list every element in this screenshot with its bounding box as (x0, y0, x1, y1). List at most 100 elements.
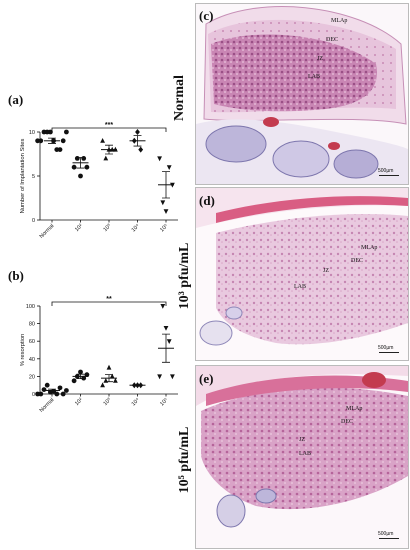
chart-b-point (41, 387, 47, 392)
chart-b-ytick-label: 0 (32, 392, 35, 398)
chart-a-point (163, 209, 169, 214)
chart-b-xtick-label: 10⁵ (159, 396, 170, 407)
chart-a-ytick-label: 5 (32, 174, 35, 180)
chart-b-ytick-label: 80 (29, 322, 35, 328)
label-dec: DEC (351, 258, 363, 264)
resorption-chart: 0 20 40 60 80 100 % resorption Normal 10² 10³ 10⁴ 1… (20, 296, 178, 414)
scale-label: 500µm (378, 345, 394, 351)
label-dec: DEC (326, 37, 338, 43)
side-label-normal: Normal (172, 75, 187, 121)
chart-b-xtick-label: 10² (74, 397, 84, 407)
chart-b-point (106, 364, 112, 370)
scale-bar (379, 352, 399, 353)
panel-a-letter: (a) (8, 92, 24, 107)
chart-a-point (38, 138, 44, 144)
chart-a-significance-label: *** (105, 122, 113, 129)
scale-bar (379, 175, 399, 176)
chart-a-point (166, 165, 172, 170)
chart-b-error-bar (105, 374, 113, 383)
scale-label: 500µm (378, 531, 394, 537)
chart-a-point (160, 200, 166, 206)
chart-b-significance-bracket (51, 301, 167, 306)
label-dec: DEC (341, 419, 353, 425)
chart-b-point (44, 382, 50, 388)
chart-a-point (60, 138, 66, 144)
chart-b-error-bar (162, 333, 170, 363)
chart-b-point (64, 388, 69, 393)
label-jz: JZ (299, 437, 305, 443)
chart-a-xtick-label: 10⁴ (130, 222, 141, 233)
chart-a-xtick-label: 10³ (103, 223, 113, 233)
chart-b-error-bar (76, 373, 85, 379)
chart-b-point (71, 378, 77, 384)
chart-a-point (138, 146, 144, 153)
label-jz: JZ (323, 268, 329, 274)
chart-b-ylabel: % resorption (20, 334, 26, 367)
chart-a-point (78, 173, 83, 179)
side-label-10e3: 10³ pfu/mL (177, 242, 192, 310)
chart-a-point (74, 156, 80, 161)
histology-normal-image (196, 6, 408, 184)
chart-b-error-bar (133, 384, 142, 387)
chart-b-xtick-label: Normal (39, 397, 56, 414)
chart-b-point (60, 391, 66, 397)
label-lab: LAB (299, 451, 311, 457)
chart-b-error-bar (48, 388, 56, 393)
scale-bar (379, 538, 399, 539)
chart-b-point (38, 391, 44, 397)
chart-a-ytick-label: 10 (29, 130, 35, 136)
label-lab: LAB (308, 74, 320, 80)
histology-10e5-image (196, 366, 408, 528)
label-mlap: MLAp (361, 245, 378, 251)
panel-e-letter: (e) (199, 371, 214, 386)
chart-b-point (157, 374, 162, 380)
chart-a-error-bar (48, 137, 56, 144)
chart-b-point (163, 326, 169, 331)
chart-b-point (113, 378, 118, 383)
histology-normal: MLAp DEC JZ LAB 500µm (195, 3, 409, 185)
chart-a-point (103, 155, 109, 161)
chart-a-xtick-label: 10⁵ (159, 222, 170, 233)
chart-a-point (57, 147, 63, 152)
chart-b-point (84, 372, 90, 378)
label-jz: JZ (317, 56, 323, 62)
chart-b-point (160, 304, 166, 309)
chart-a-ylabel: Number of Implantation Sites (20, 139, 26, 214)
chart-a-error-bar (162, 171, 170, 199)
panel-c-letter: (c) (199, 8, 214, 23)
chart-a-point (84, 164, 90, 170)
chart-b-ytick-label: 40 (29, 357, 35, 363)
chart-a-point (64, 129, 69, 135)
chart-b-point (78, 369, 83, 375)
chart-b-point (166, 339, 172, 344)
scale-label: 500µm (378, 168, 394, 174)
chart-b-ytick-label: 100 (26, 304, 35, 310)
chart-b-point (81, 375, 87, 381)
label-mlap: MLAp (331, 18, 348, 24)
chart-a-point (71, 164, 77, 170)
chart-a-significance-bracket (51, 127, 167, 132)
chart-a-xtick-label: Normal (39, 223, 56, 240)
chart-b-point (170, 374, 175, 380)
chart-b-point (109, 373, 115, 379)
chart-a-point (81, 156, 87, 161)
label-lab: LAB (294, 284, 306, 290)
chart-b-point (57, 385, 63, 391)
histology-10e3-image (196, 188, 408, 346)
panel-b-letter: (b) (8, 268, 24, 283)
chart-b-xtick-label: 10³ (103, 397, 113, 407)
chart-b-xtick-label: 10⁴ (130, 396, 141, 407)
side-label-10e5: 10⁵ pfu/mL (177, 426, 192, 494)
chart-a-point (135, 129, 140, 135)
chart-a-point (100, 138, 105, 143)
chart-b-ytick-label: 20 (29, 374, 35, 380)
chart-a-error-bar (133, 135, 142, 147)
panel-d-letter: (d) (199, 193, 215, 208)
chart-a-xtick-label: 10² (74, 223, 84, 233)
chart-b-point (54, 391, 60, 397)
chart-a-error-bar (76, 157, 85, 169)
chart-a-point (157, 156, 162, 162)
histology-10e3: MLAp DEC JZ LAB 500µm (195, 187, 409, 361)
chart-a-ytick-label: 0 (32, 218, 35, 224)
